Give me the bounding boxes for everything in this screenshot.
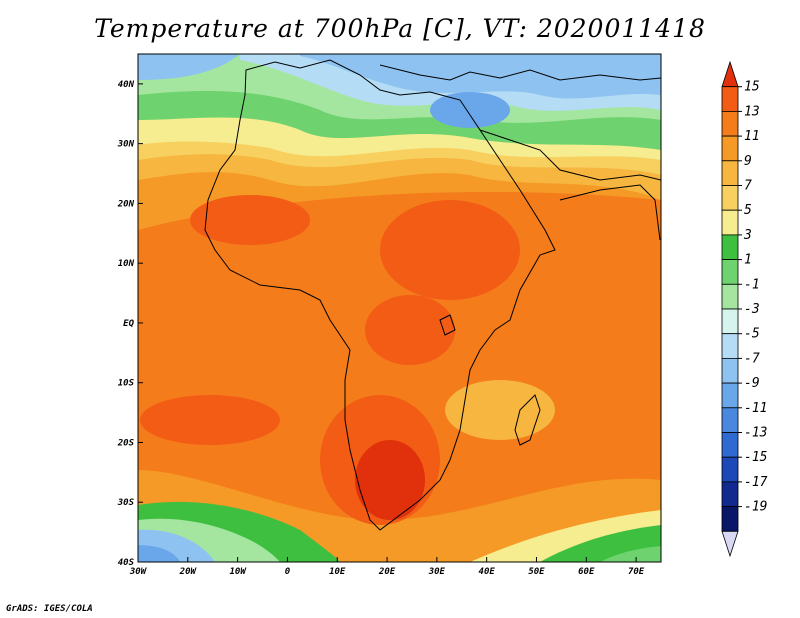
- lon-tick-label: 30W: [129, 567, 148, 577]
- colorbar-label: 15: [744, 80, 760, 95]
- lat-tick-label: 20N: [117, 199, 135, 209]
- colorbar-label: 13: [744, 104, 760, 119]
- lon-tick-label: 20W: [179, 567, 198, 577]
- colorbar-label: 11: [744, 129, 760, 144]
- colorbar-swatch: [721, 530, 739, 558]
- colorbar-label: -3: [744, 302, 760, 317]
- colorbar-label: -17: [744, 475, 768, 490]
- colorbar-swatch: [721, 234, 739, 260]
- plot-frame: [137, 53, 662, 563]
- map-title: Temperature at 700hPa [C], VT: 202001141…: [94, 14, 706, 43]
- colorbar-label: 9: [744, 154, 752, 169]
- lon-tick-label: 0: [285, 567, 291, 577]
- lon-tick-label: 10W: [229, 567, 247, 577]
- lon-tick-label: 40E: [479, 567, 496, 577]
- lat-tick-label: 30S: [117, 498, 135, 508]
- colorbar-swatch: [721, 506, 739, 532]
- credit-text: GrADS: IGES/COLA: [6, 604, 93, 614]
- colorbar-label: -15: [744, 450, 768, 465]
- lat-tick-label: 40S: [118, 558, 135, 568]
- lat-tick-label: 30N: [117, 140, 135, 150]
- colorbar-swatch: [721, 185, 739, 211]
- colorbar-label: -5: [744, 327, 760, 342]
- colorbar-label: -19: [744, 500, 767, 515]
- lat-tick-label: 20S: [117, 438, 135, 448]
- coastlines: [204, 59, 661, 531]
- colorbar-swatch: [721, 283, 739, 310]
- lat-tick-label: 10N: [118, 259, 135, 269]
- colorbar-swatch: [721, 209, 739, 236]
- colorbar-swatch: [721, 432, 739, 458]
- lon-tick-label: 30E: [428, 567, 446, 577]
- lon-tick-label: 60E: [578, 567, 595, 577]
- colorbar-label: -11: [744, 401, 767, 416]
- colorbar-label: 1: [744, 253, 752, 268]
- colorbar-swatch: [721, 86, 739, 112]
- colorbar-swatch: [721, 111, 739, 137]
- colorbar-swatch: [721, 259, 739, 285]
- colorbar-label: -9: [744, 376, 760, 391]
- colorbar-label: -1: [744, 277, 760, 292]
- colorbar: 15 13 11 9 7 5 3 1 -1 -3 -5 -7 -9 -11 -13 -15 -17 -19: [721, 60, 768, 558]
- lon-tick-label: 10E: [329, 567, 346, 577]
- lat-tick-label: EQ: [123, 319, 134, 329]
- colorbar-label: 7: [744, 179, 752, 194]
- lat-tick-label: 40N: [118, 80, 135, 90]
- colorbar-swatch: [721, 481, 739, 507]
- colorbar-swatch: [721, 60, 739, 88]
- colorbar-swatch: [721, 357, 739, 384]
- lat-axis: 40N 30N 20N 10N EQ 10S 20S 30S 40S: [117, 80, 143, 568]
- lon-tick-label: 50E: [528, 567, 545, 577]
- lon-tick-label: 70E: [628, 567, 645, 577]
- colorbar-swatch: [721, 456, 739, 483]
- temperature-field: [138, 54, 661, 562]
- lat-tick-label: 10S: [118, 379, 135, 389]
- colorbar-label: -13: [744, 426, 767, 441]
- lon-tick-label: 20E: [378, 567, 396, 577]
- colorbar-swatch: [721, 382, 739, 409]
- colorbar-swatch: [721, 160, 739, 186]
- colorbar-label: 3: [743, 228, 752, 243]
- lon-axis: 30W 20W 10W 0 10E 20E 30E 40E 50E 60E 70E: [129, 557, 645, 577]
- colorbar-swatch: [721, 308, 739, 335]
- colorbar-label: -7: [744, 351, 760, 366]
- colorbar-swatch: [721, 407, 739, 433]
- colorbar-swatch: [721, 333, 739, 359]
- colorbar-label: 5: [744, 203, 752, 218]
- colorbar-swatch: [721, 135, 739, 162]
